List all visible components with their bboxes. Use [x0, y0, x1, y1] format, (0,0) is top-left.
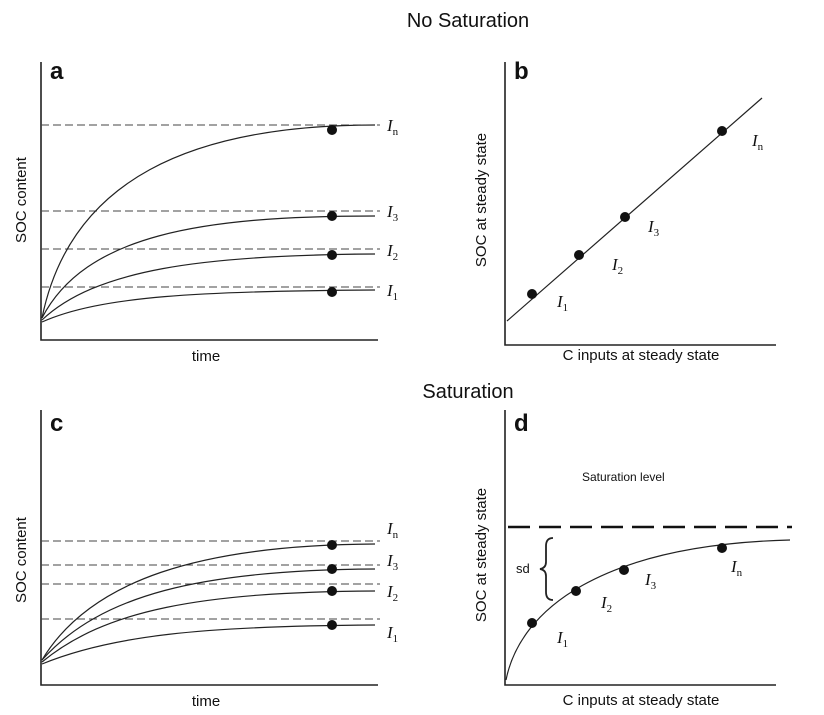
- panel-b-letter: b: [514, 58, 529, 85]
- panel-a-label-in: In: [386, 116, 399, 138]
- panel-c-dot-i1: [327, 620, 337, 630]
- panel-c-axes: [41, 410, 378, 685]
- panel-d-sd-label: sd: [516, 561, 530, 576]
- panel-c-label-i1: I1: [386, 623, 398, 645]
- panel-c-ylabel: SOC content: [13, 516, 30, 603]
- panel-b-label-i2: I2: [611, 255, 623, 277]
- panel-a-dot-in: [327, 125, 337, 135]
- panel-a-curve-i1: [42, 290, 375, 322]
- title-saturation: Saturation: [422, 381, 513, 403]
- panel-a-label-i1: I1: [386, 281, 398, 303]
- panel-d-label-i2: I2: [600, 593, 612, 615]
- panel-d-saturation-label: Saturation level: [582, 470, 665, 484]
- panel-a-ylabel: SOC content: [13, 156, 30, 243]
- panel-c-label-in: In: [386, 519, 399, 541]
- panel-b-ylabel: SOC at steady state: [473, 133, 490, 267]
- panel-a: a time SOC content In I3 I2 I1: [13, 58, 399, 365]
- panel-d-dot-in: [717, 543, 727, 553]
- panel-d-ylabel: SOC at steady state: [473, 488, 490, 622]
- panel-c-curve-in: [42, 544, 375, 660]
- panel-d: d C inputs at steady state SOC at steady…: [473, 410, 792, 709]
- panel-d-label-i1: I1: [556, 628, 568, 650]
- panel-b-xlabel: C inputs at steady state: [563, 347, 720, 364]
- panel-d-sd-brace: [540, 538, 553, 600]
- panel-c-dot-i2: [327, 586, 337, 596]
- panel-a-letter: a: [50, 58, 64, 85]
- panel-b-dot-i1: [527, 289, 537, 299]
- panel-a-axes: [41, 62, 378, 340]
- panel-b-dot-i3: [620, 212, 630, 222]
- panel-a-dot-i2: [327, 250, 337, 260]
- panel-c-curve-i2: [42, 591, 375, 662]
- panel-b-label-i1: I1: [556, 292, 568, 314]
- panel-c: c time SOC content In I3 I2 I1: [13, 410, 399, 710]
- panel-a-xlabel: time: [192, 348, 220, 365]
- panel-c-dot-in: [327, 540, 337, 550]
- panel-a-curve-i3: [42, 216, 375, 318]
- panel-d-curve: [506, 540, 790, 680]
- panel-b-dot-in: [717, 126, 727, 136]
- panel-b-dot-i2: [574, 250, 584, 260]
- panel-d-dot-i2: [571, 586, 581, 596]
- panel-b-label-in: In: [751, 131, 764, 153]
- panel-c-dot-i3: [327, 564, 337, 574]
- panel-c-letter: c: [50, 410, 63, 437]
- panel-d-dot-i3: [619, 565, 629, 575]
- panel-c-curve-i3: [42, 569, 375, 660]
- panel-d-xlabel: C inputs at steady state: [563, 692, 720, 709]
- panel-d-dot-i1: [527, 618, 537, 628]
- panel-a-dot-i1: [327, 287, 337, 297]
- panel-c-xlabel: time: [192, 693, 220, 710]
- panel-b: b C inputs at steady state SOC at steady…: [473, 58, 776, 364]
- panel-a-label-i3: I3: [386, 202, 399, 224]
- panel-d-label-i3: I3: [644, 570, 657, 592]
- panel-d-letter: d: [514, 410, 529, 437]
- panel-c-label-i2: I2: [386, 582, 398, 604]
- panel-a-label-i2: I2: [386, 241, 398, 263]
- panel-c-label-i3: I3: [386, 551, 399, 573]
- panel-d-label-in: In: [730, 557, 743, 579]
- title-no-saturation: No Saturation: [407, 10, 529, 32]
- panel-b-label-i3: I3: [647, 217, 660, 239]
- panel-a-dot-i3: [327, 211, 337, 221]
